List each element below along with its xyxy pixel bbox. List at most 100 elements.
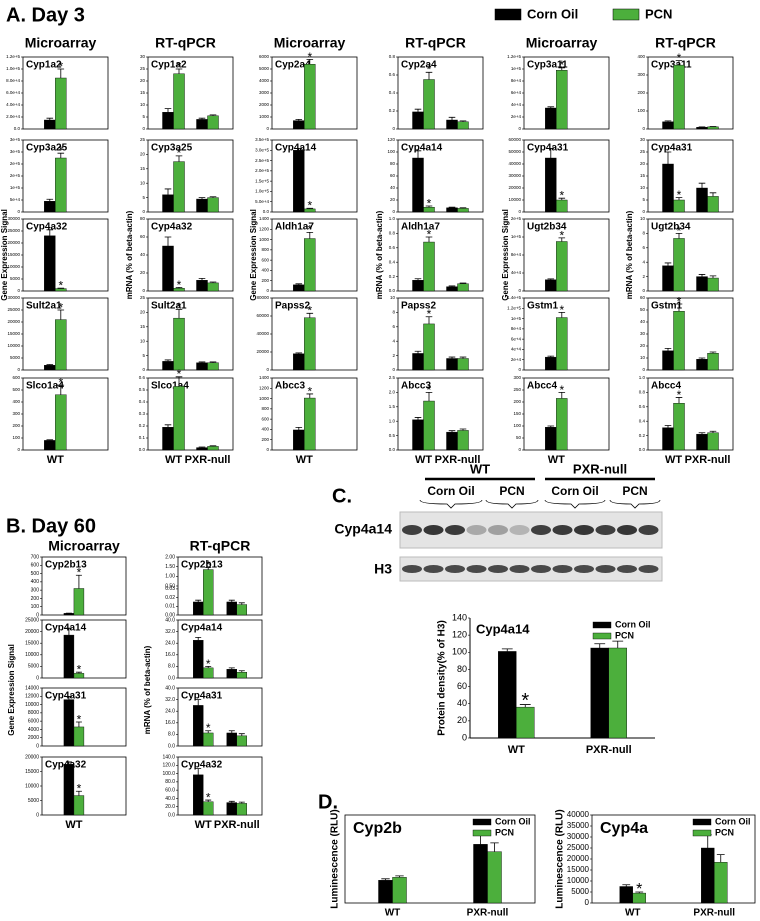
plot-frame bbox=[647, 377, 734, 451]
y-tick-label: 10 bbox=[140, 180, 146, 185]
column-header: Microarray bbox=[25, 35, 97, 51]
y-tick-label: 80 bbox=[457, 664, 467, 674]
error-bar bbox=[664, 120, 672, 122]
y-tick-label: 20000 bbox=[7, 319, 20, 324]
error-bar bbox=[459, 428, 467, 431]
error-bar bbox=[716, 854, 725, 863]
band bbox=[466, 525, 487, 535]
y-tick-label: 1e+5 bbox=[511, 316, 522, 321]
error-bar bbox=[306, 59, 314, 65]
y-tick-label: 15000 bbox=[7, 252, 20, 257]
x-tick-label: PXR-null bbox=[214, 819, 260, 831]
y-tick-label: 3e+5 bbox=[10, 149, 21, 154]
y-tick-label: 30 bbox=[640, 137, 646, 142]
error-bar bbox=[75, 721, 82, 727]
bar bbox=[196, 119, 208, 130]
error-bar bbox=[448, 116, 456, 120]
legend-swatch bbox=[494, 8, 522, 21]
y-tick-label: 20 bbox=[140, 270, 146, 275]
y-tick-label: 0.2 bbox=[389, 274, 396, 279]
error-bar bbox=[75, 790, 82, 796]
chart-title: Aldh1a7 bbox=[401, 222, 440, 233]
y-tick-label: 20 bbox=[640, 161, 646, 166]
x-tick-label: WT bbox=[415, 454, 432, 466]
y-tick-label: 0 bbox=[17, 209, 20, 214]
panel-label: D. bbox=[318, 791, 338, 813]
y-tick-label: 300 bbox=[513, 375, 521, 380]
y-tick-label: 0.4 bbox=[139, 399, 146, 404]
column-header: Microarray bbox=[48, 538, 120, 554]
error-bar bbox=[209, 281, 217, 283]
y-tick-label: 2.0e+5 bbox=[255, 168, 269, 173]
chart-title: Cyp1a2 bbox=[151, 60, 187, 71]
annotation: * bbox=[177, 278, 182, 292]
bar bbox=[545, 427, 557, 451]
y-tick-label: 25000 bbox=[7, 307, 20, 312]
y-tick-label: 5000 bbox=[259, 66, 270, 71]
y-tick-label: 1.2e+5 bbox=[507, 54, 521, 59]
band bbox=[402, 525, 422, 535]
legend-swatch bbox=[692, 818, 712, 826]
y-tick-label: 3.0e+5 bbox=[255, 147, 269, 152]
bar bbox=[162, 245, 174, 292]
error-bar bbox=[547, 425, 555, 428]
y-tick-label: 20000 bbox=[256, 349, 269, 354]
y-tick-label: 6 bbox=[642, 245, 645, 250]
y-tick-label: 0 bbox=[36, 812, 39, 818]
error-bar bbox=[547, 148, 555, 158]
error-bar bbox=[46, 117, 54, 120]
bar bbox=[378, 880, 393, 904]
error-bar bbox=[675, 197, 683, 200]
bar bbox=[673, 64, 685, 130]
bar bbox=[673, 403, 685, 451]
y-tick-label: 100 bbox=[31, 604, 40, 610]
error-bar bbox=[57, 68, 65, 78]
chart-title: Cyp4a31 bbox=[45, 691, 87, 702]
y-tick-label: 40 bbox=[457, 698, 467, 708]
bar bbox=[707, 126, 719, 130]
y-tick-label: 1.50 bbox=[165, 564, 175, 570]
group-label: WT bbox=[470, 461, 490, 476]
bar bbox=[696, 126, 708, 130]
y-tick-label: 8.0 bbox=[168, 732, 175, 738]
y-tick-label: 400 bbox=[12, 399, 20, 404]
error-bar bbox=[175, 309, 183, 319]
error-bar bbox=[612, 640, 624, 648]
legend-swatch bbox=[612, 8, 640, 21]
bar bbox=[412, 111, 424, 130]
annotation: * bbox=[521, 690, 529, 712]
error-bar bbox=[209, 114, 217, 116]
error-bar bbox=[547, 278, 555, 280]
error-bar bbox=[448, 206, 456, 208]
error-bar bbox=[675, 303, 683, 312]
error-bar bbox=[75, 671, 82, 674]
band-label: Cyp4a14 bbox=[334, 521, 392, 537]
error-bar bbox=[635, 891, 644, 894]
x-tick-label: PXR-null bbox=[685, 454, 731, 466]
band bbox=[531, 525, 551, 535]
bar bbox=[236, 803, 248, 816]
chart-title: Cyp4a14 bbox=[45, 623, 87, 634]
band bbox=[466, 565, 487, 573]
bar bbox=[662, 427, 674, 451]
column-header: Microarray bbox=[274, 35, 346, 51]
annotation: * bbox=[177, 367, 182, 381]
y-tick-label: 2e+5 bbox=[511, 216, 522, 221]
y-tick-label: 0.0 bbox=[263, 209, 270, 214]
y-tick-label: 20000 bbox=[25, 629, 39, 635]
y-tick-label: 6.0e+4 bbox=[6, 90, 20, 95]
error-bar bbox=[46, 364, 54, 366]
error-bar bbox=[519, 704, 531, 708]
y-tick-label: 0 bbox=[17, 447, 20, 452]
x-tick-label: WT bbox=[548, 454, 565, 466]
bar bbox=[162, 361, 174, 371]
y-tick-label: 300 bbox=[12, 411, 20, 416]
annotation: * bbox=[427, 383, 432, 397]
y-tick-label: 35000 bbox=[567, 821, 590, 830]
bar bbox=[55, 319, 67, 371]
error-bar bbox=[198, 197, 206, 200]
annotation: * bbox=[206, 790, 211, 804]
error-bar bbox=[664, 348, 672, 351]
treatment-label: Corn Oil bbox=[427, 484, 474, 498]
y-tick-label: 0.0 bbox=[639, 447, 646, 452]
